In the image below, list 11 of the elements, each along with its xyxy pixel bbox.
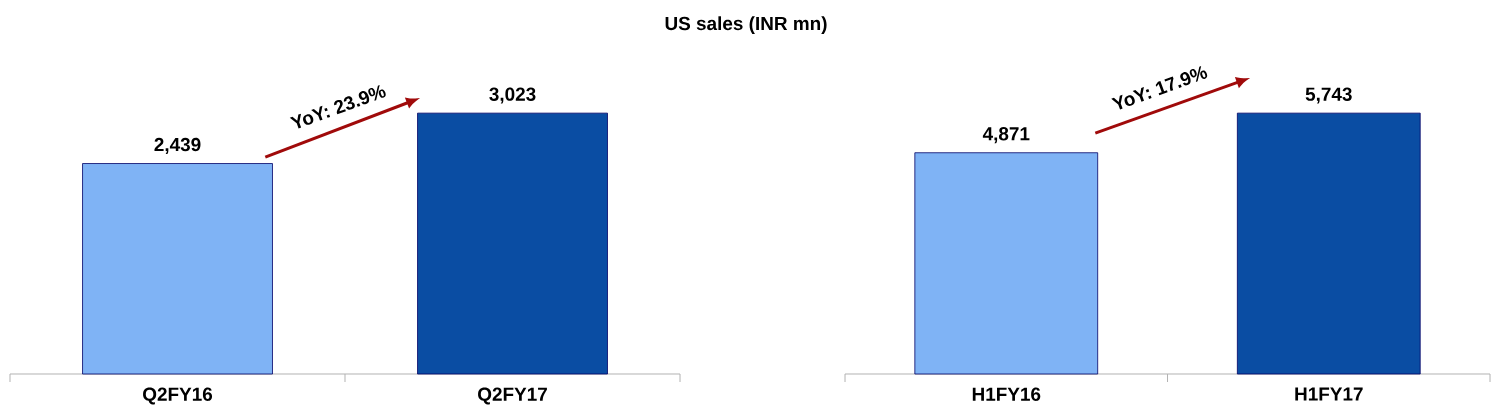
x-tick-label: Q2FY17 xyxy=(478,387,547,405)
annotation: YoY: 23.9% xyxy=(289,85,386,129)
data-label: 2,439 xyxy=(154,137,201,154)
text: US sales (INR mn) xyxy=(665,16,827,34)
x-tick-label: Q2FY16 xyxy=(143,387,213,405)
data-label: 3,023 xyxy=(489,87,536,104)
text: YoY: 17.9% xyxy=(1111,66,1208,110)
x-tick-label: H1FY16 xyxy=(972,387,1041,401)
data-label: 5,743 xyxy=(1305,87,1352,104)
data-label: 4,871 xyxy=(982,127,1030,144)
x-tick-label: H1FY17 xyxy=(1295,387,1363,401)
